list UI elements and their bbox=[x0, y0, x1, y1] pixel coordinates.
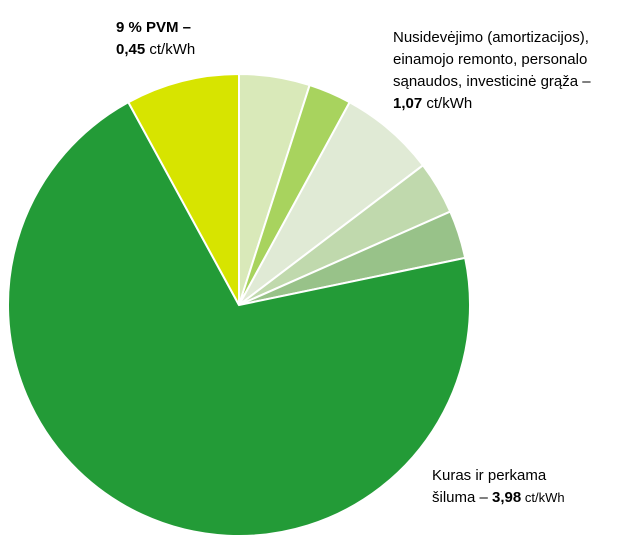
annotation-text: 9 % PVM – bbox=[116, 19, 191, 36]
annotation-text: 1,07 bbox=[393, 95, 422, 112]
annotation-text: einamojo remonto, personalo bbox=[393, 51, 587, 68]
annotation-line: 0,45 ct/kWh bbox=[116, 41, 195, 58]
annotation-text: ct/kWh bbox=[422, 95, 472, 112]
annotation-text: 3,98 bbox=[492, 489, 521, 506]
annotation-line: šiluma – 3,98 ct/kWh bbox=[432, 489, 565, 506]
pie-slice bbox=[126, 72, 240, 306]
annotation-text: šiluma – bbox=[432, 489, 492, 506]
annotation-text: ct/kWh bbox=[521, 490, 564, 505]
annotation-line: einamojo remonto, personalo bbox=[393, 51, 587, 68]
pie-slice bbox=[7, 100, 471, 537]
annotation-line: Kuras ir perkama bbox=[432, 467, 547, 484]
annotation-text: ct/kWh bbox=[145, 41, 195, 58]
annotation-line: 1,07 ct/kWh bbox=[393, 95, 472, 112]
annotation-line: 9 % PVM – bbox=[116, 19, 191, 36]
annotation-line: sąnaudos, investicinė grąža – bbox=[393, 73, 591, 90]
annotation-line: Nusidevėjimo (amortizacijos), bbox=[393, 29, 589, 46]
annotation-text: sąnaudos, investicinė grąža – bbox=[393, 73, 591, 90]
annotation-text: Kuras ir perkama bbox=[432, 467, 547, 484]
annotation-text: 0,45 bbox=[116, 41, 145, 58]
annotation-text: Nusidevėjimo (amortizacijos), bbox=[393, 29, 589, 46]
